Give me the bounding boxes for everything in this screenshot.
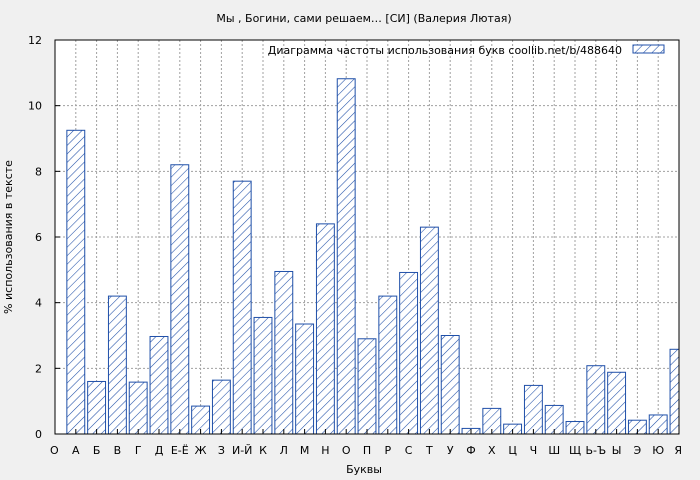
x-tick-label: Ж xyxy=(195,444,207,457)
y-tick-label: 6 xyxy=(35,231,42,244)
x-tick-label: Х xyxy=(488,444,496,457)
bars xyxy=(66,78,680,435)
bar xyxy=(357,338,377,435)
x-axis-label: Буквы xyxy=(346,463,382,476)
y-axis-label: % использования в тексте xyxy=(2,160,15,314)
x-tick-label: В xyxy=(114,444,122,457)
x-tick-label: Ш xyxy=(548,444,560,457)
x-tick-label: О xyxy=(50,444,59,457)
x-tick-label: Ь-Ъ xyxy=(585,444,606,457)
bar xyxy=(274,270,294,435)
bar xyxy=(253,316,273,435)
x-tick-label: Щ xyxy=(569,444,581,457)
x-tick-label: Ю xyxy=(652,444,664,457)
bar xyxy=(66,129,86,435)
bar xyxy=(607,371,627,435)
bar xyxy=(523,384,543,435)
bar xyxy=(336,78,356,435)
y-tick-label: 10 xyxy=(28,100,42,113)
bar xyxy=(315,223,335,435)
x-axis-ticks: О А Б В Г Д Е-Ё Ж З И-Й К Л М Н О П Р С Т У Ф Х Ц Ч Ш Щ Ь-Ъ Ы Э Ю Я xyxy=(50,429,682,457)
bar xyxy=(149,335,169,435)
x-tick-label: Л xyxy=(280,444,288,457)
bar xyxy=(669,348,680,435)
x-tick-label: Г xyxy=(135,444,142,457)
x-tick-label: Д xyxy=(155,444,164,457)
chart-title: Мы , Богини, сами решаем… [СИ] (Валерия … xyxy=(216,12,511,25)
bar xyxy=(399,271,419,435)
x-tick-label: Э xyxy=(634,444,642,457)
x-tick-label: Б xyxy=(93,444,101,457)
bar xyxy=(586,365,606,435)
x-tick-label: О xyxy=(342,444,351,457)
x-tick-label: Я xyxy=(674,444,682,457)
y-tick-label: 8 xyxy=(35,165,42,178)
y-axis-ticks: 0 2 4 6 8 10 12 xyxy=(28,34,60,441)
bar xyxy=(295,323,315,435)
bar xyxy=(170,164,190,435)
bar xyxy=(128,381,148,435)
legend: Диаграмма частоты использования букв coo… xyxy=(268,44,665,57)
bar xyxy=(378,295,398,435)
x-tick-label: У xyxy=(447,444,454,457)
x-tick-label: Т xyxy=(425,444,433,457)
x-tick-label: З xyxy=(218,444,225,457)
x-tick-label: Ф xyxy=(466,444,475,457)
y-tick-label: 0 xyxy=(35,428,42,441)
bar xyxy=(440,335,460,435)
y-tick-label: 2 xyxy=(35,362,42,375)
bar xyxy=(419,226,439,435)
x-tick-label: Ы xyxy=(612,444,622,457)
bar xyxy=(232,180,252,435)
x-tick-label: Ч xyxy=(530,444,538,457)
x-tick-label: Е-Ё xyxy=(171,444,189,457)
y-tick-label: 4 xyxy=(35,297,42,310)
legend-label: Диаграмма частоты использования букв coo… xyxy=(268,44,622,57)
x-tick-label: К xyxy=(259,444,267,457)
bar xyxy=(107,295,127,435)
x-tick-label: С xyxy=(405,444,413,457)
y-tick-label: 12 xyxy=(28,34,42,47)
x-tick-label: М xyxy=(300,444,310,457)
bar xyxy=(211,379,231,435)
x-tick-label: П xyxy=(363,444,371,457)
x-tick-label: Р xyxy=(384,444,391,457)
x-tick-label: А xyxy=(72,444,80,457)
x-tick-label: И-Й xyxy=(232,444,252,457)
legend-swatch xyxy=(632,44,665,54)
x-tick-label: Н xyxy=(321,444,329,457)
x-tick-label: Ц xyxy=(508,444,517,457)
bar xyxy=(87,380,107,435)
